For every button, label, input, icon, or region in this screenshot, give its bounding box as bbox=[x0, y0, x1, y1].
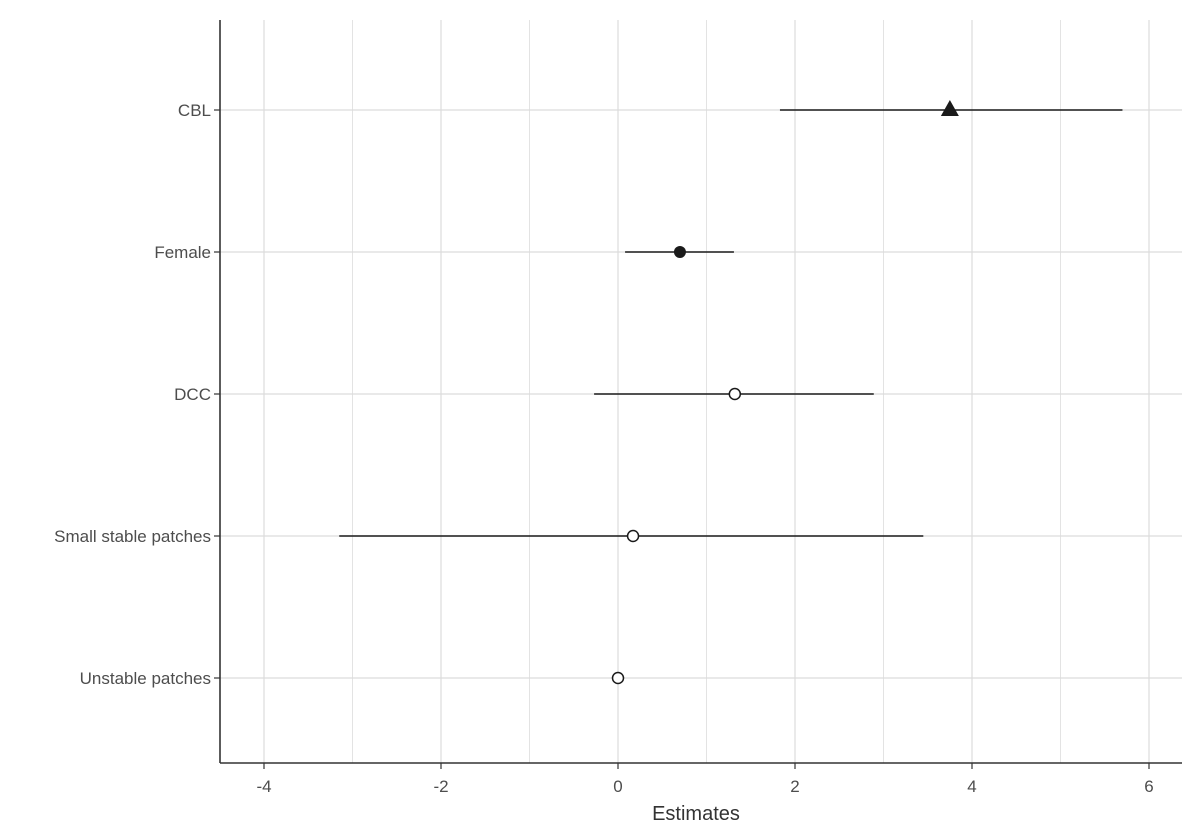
estimate-point-open bbox=[626, 529, 640, 543]
x-axis-ticks: -4 -2 0 2 4 6 bbox=[256, 763, 1154, 796]
estimate-point-open bbox=[611, 671, 625, 685]
estimate-triangle bbox=[940, 100, 959, 116]
estimate-point-open bbox=[728, 387, 742, 401]
x-axis-title: Estimates bbox=[652, 803, 740, 825]
category-label: CBL bbox=[178, 101, 211, 120]
y-axis-ticks: CBL Female DCC Small stable patches Unstable… bbox=[54, 101, 220, 688]
x-tick-label: -2 bbox=[433, 777, 448, 796]
x-tick-label: 6 bbox=[1144, 777, 1153, 796]
estimate-point bbox=[673, 246, 686, 258]
category-label: DCC bbox=[174, 385, 211, 404]
x-tick-label: 4 bbox=[967, 777, 976, 796]
axes bbox=[219, 20, 1182, 764]
x-tick-label: 0 bbox=[613, 777, 622, 796]
x-tick-label: 2 bbox=[790, 777, 799, 796]
category-label: Female bbox=[154, 243, 211, 262]
x-tick-label: -4 bbox=[256, 777, 271, 796]
vertical-gridlines bbox=[263, 20, 1150, 763]
category-label: Small stable patches bbox=[54, 527, 211, 546]
category-label: Unstable patches bbox=[80, 669, 211, 688]
estimate-points bbox=[611, 100, 959, 685]
